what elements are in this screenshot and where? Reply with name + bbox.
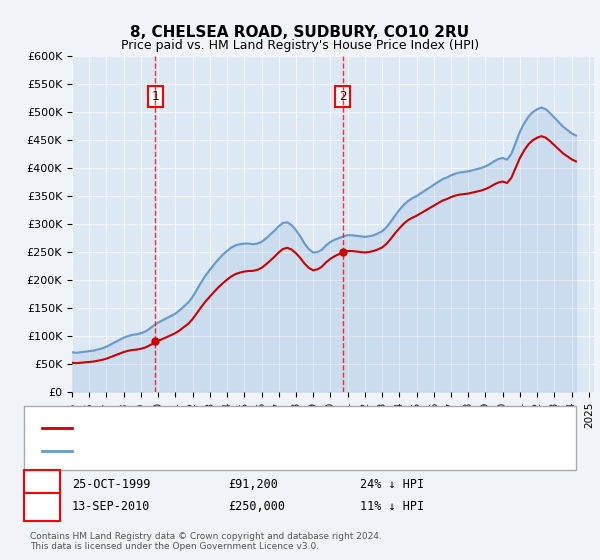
Text: 8, CHELSEA ROAD, SUDBURY, CO10 2RU: 8, CHELSEA ROAD, SUDBURY, CO10 2RU: [130, 25, 470, 40]
Text: 25-OCT-1999: 25-OCT-1999: [72, 478, 151, 491]
Text: 1: 1: [151, 90, 159, 103]
Text: 2: 2: [339, 90, 346, 103]
Text: 1: 1: [38, 478, 46, 491]
Text: 13-SEP-2010: 13-SEP-2010: [72, 500, 151, 514]
Text: 8, CHELSEA ROAD, SUDBURY, CO10 2RU (detached house): 8, CHELSEA ROAD, SUDBURY, CO10 2RU (deta…: [78, 423, 405, 433]
Text: £250,000: £250,000: [228, 500, 285, 514]
Text: £91,200: £91,200: [228, 478, 278, 491]
Text: 2: 2: [38, 500, 46, 514]
Text: 11% ↓ HPI: 11% ↓ HPI: [360, 500, 424, 514]
Text: HPI: Average price, detached house, Babergh: HPI: Average price, detached house, Babe…: [78, 446, 331, 456]
Text: Price paid vs. HM Land Registry's House Price Index (HPI): Price paid vs. HM Land Registry's House …: [121, 39, 479, 52]
Text: Contains HM Land Registry data © Crown copyright and database right 2024.
This d: Contains HM Land Registry data © Crown c…: [30, 532, 382, 552]
Text: 24% ↓ HPI: 24% ↓ HPI: [360, 478, 424, 491]
